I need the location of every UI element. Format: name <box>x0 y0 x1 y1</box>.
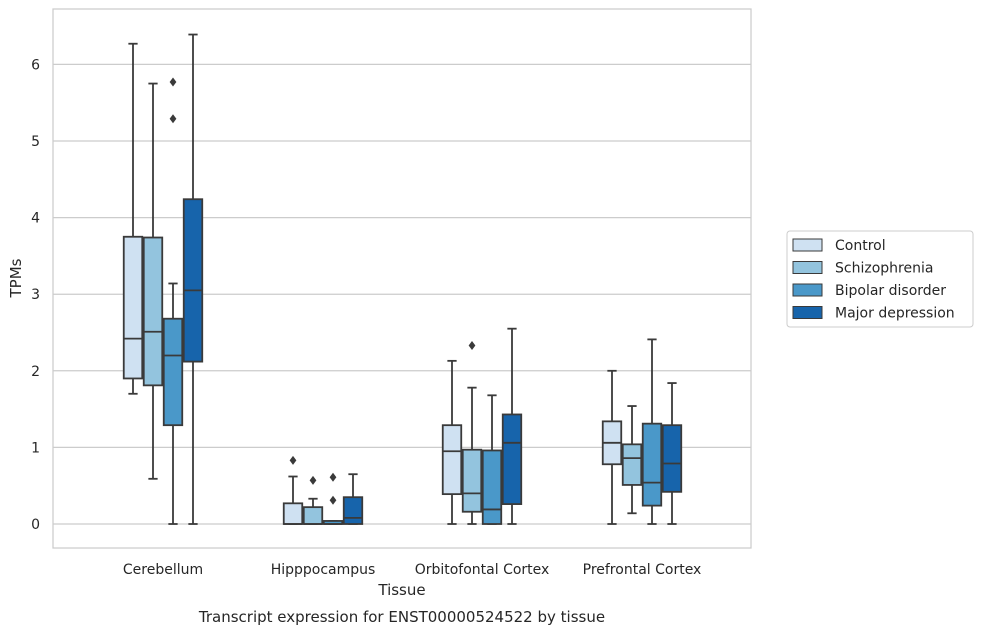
box-schizophrenia-3 <box>621 405 643 515</box>
legend-frame <box>786 230 974 328</box>
box-iqr <box>142 236 164 387</box>
y-tick-label: 1 <box>31 440 40 456</box>
legend-swatch <box>792 261 823 274</box>
chart-caption: Transcript expression for ENST0000052452… <box>198 608 605 626</box>
outlier-point <box>468 341 476 351</box>
legend-label: Major depression <box>835 306 955 322</box>
box-iqr <box>182 198 204 363</box>
x-tick-label: Hipppocampus <box>271 562 376 578</box>
legend-swatch <box>792 283 823 297</box>
box-control-1 <box>282 455 304 525</box>
box-control-3 <box>601 369 623 525</box>
x-tick-label: Orbitofontal Cortex <box>415 562 550 578</box>
box-bipolar-disorder-0 <box>162 77 184 525</box>
legend-label: Control <box>835 238 886 254</box>
y-tick-label: 5 <box>31 134 40 150</box>
legend-swatch <box>792 306 823 319</box>
box-iqr <box>461 448 483 513</box>
box-schizophrenia-2 <box>461 341 483 525</box>
box-iqr <box>501 413 523 505</box>
boxes <box>122 33 683 525</box>
box-control-2 <box>441 359 463 525</box>
outlier-point <box>309 475 317 485</box>
box-control-0 <box>122 42 144 395</box>
box-iqr <box>302 506 324 525</box>
box-iqr <box>162 317 184 427</box>
y-tick-label: 4 <box>31 211 40 227</box>
box-major-depression-3 <box>661 382 683 525</box>
x-tick-label: Cerebellum <box>123 562 203 578</box>
box-iqr <box>282 502 304 525</box>
y-tick-label: 0 <box>31 517 40 533</box>
box-bipolar-disorder-1 <box>322 472 344 525</box>
box-iqr <box>661 424 683 493</box>
legend: Control Schizophrenia Bipolar disorder Majo… <box>786 230 974 328</box>
box-schizophrenia-0 <box>142 82 164 480</box>
outlier-point <box>329 495 337 505</box>
y-tick-label: 3 <box>31 287 40 303</box>
box-schizophrenia-1 <box>302 475 324 525</box>
plot-frame <box>52 8 752 549</box>
box-iqr <box>441 424 463 496</box>
box-iqr <box>621 443 643 486</box>
outlier-point <box>169 77 177 87</box>
box-iqr <box>122 235 144 380</box>
y-axis-title: TPMs <box>7 258 25 298</box>
legend-swatch <box>792 238 823 252</box>
legend-label: Schizophrenia <box>835 261 933 277</box>
y-tick-label: 2 <box>31 364 40 380</box>
box-bipolar-disorder-2 <box>481 394 503 525</box>
outlier-point <box>329 472 337 482</box>
box-iqr <box>641 422 663 507</box>
box-major-depression-1 <box>342 473 364 525</box>
outlier-point <box>169 114 177 124</box>
x-axis-title: Tissue <box>377 581 425 599</box>
y-tick-label: 6 <box>31 57 40 73</box>
box-major-depression-0 <box>182 33 204 525</box>
box-iqr <box>342 496 364 525</box>
outlier-point <box>289 455 297 465</box>
x-ticks: Cerebellum Hipppocampus Orbitofontal Corte… <box>123 562 701 578</box>
box-major-depression-2 <box>501 327 523 525</box>
y-ticks: 0 1 2 3 4 5 6 <box>31 57 40 533</box>
x-tick-label: Prefrontal Cortex <box>583 562 702 578</box>
legend-label: Bipolar disorder <box>835 283 946 299</box>
box-bipolar-disorder-3 <box>641 338 663 525</box>
box-iqr <box>481 449 503 525</box>
